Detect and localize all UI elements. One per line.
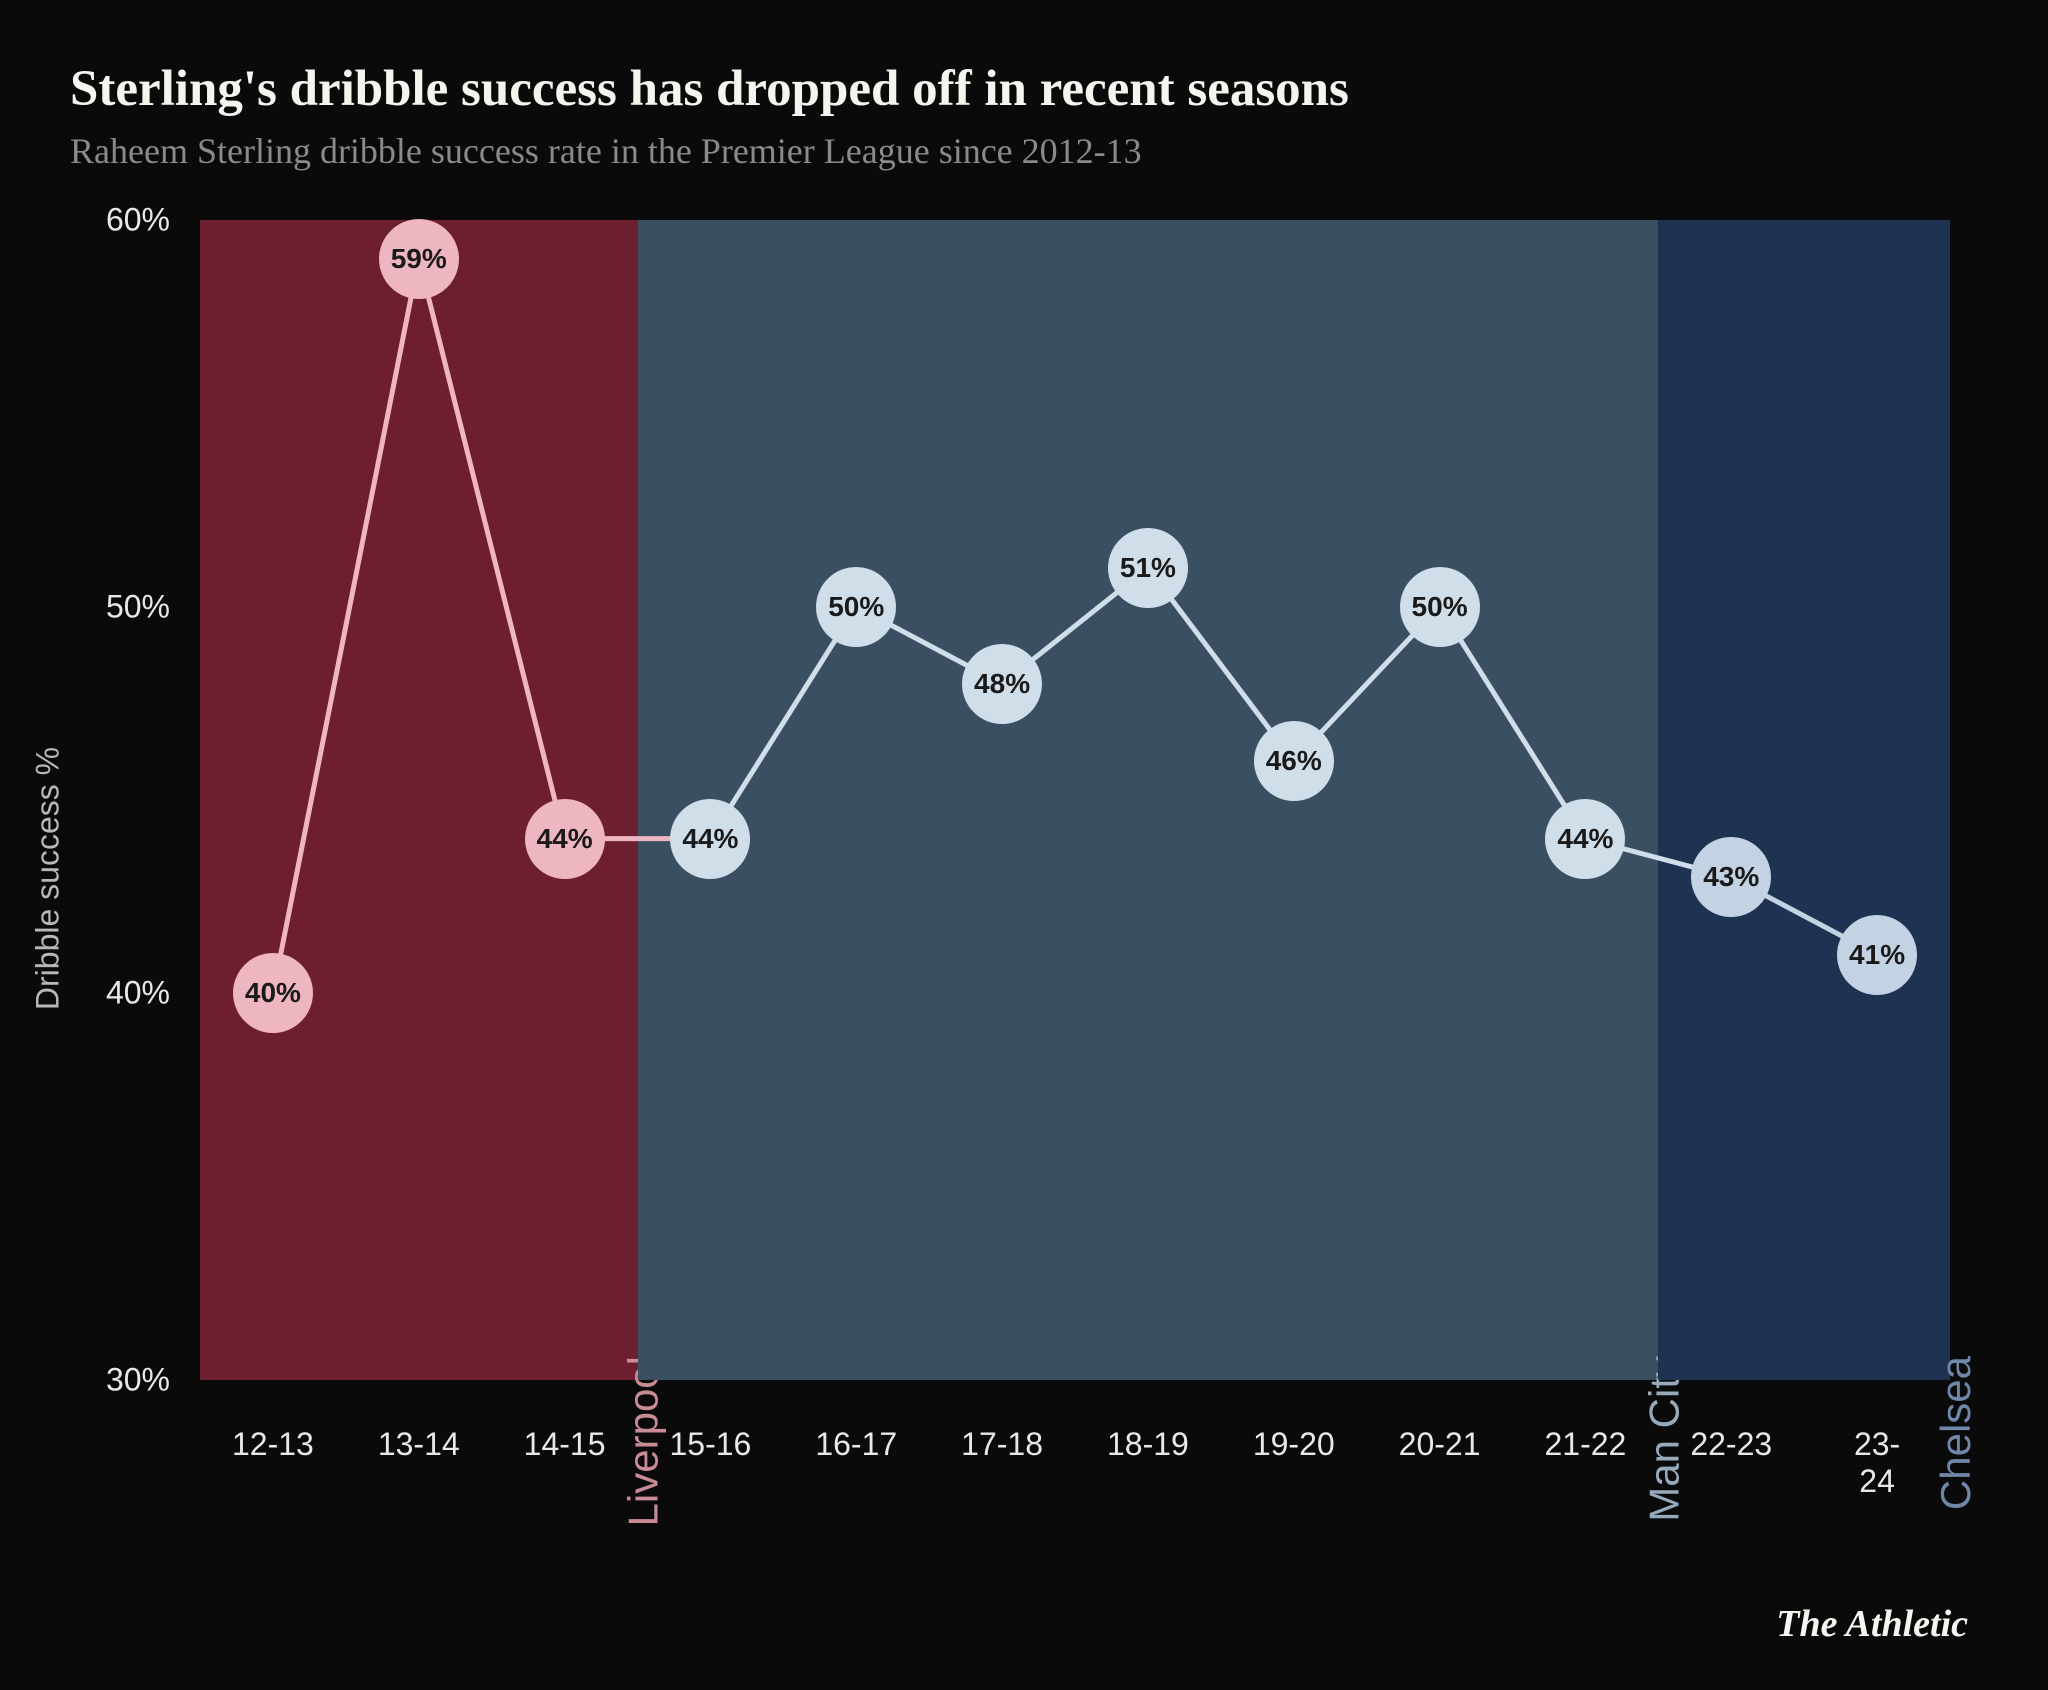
data-point: 48% (962, 644, 1042, 724)
era-label: Liverpool (620, 1356, 668, 1526)
data-point: 44% (670, 799, 750, 879)
data-point: 50% (1400, 567, 1480, 647)
x-tick: 20-21 (1399, 1426, 1481, 1463)
x-tick: 17-18 (961, 1426, 1043, 1463)
x-tick: 19-20 (1253, 1426, 1335, 1463)
data-point: 50% (816, 567, 896, 647)
source-credit: The Athletic (1776, 1602, 1968, 1646)
data-point: 46% (1254, 721, 1334, 801)
data-point: 51% (1108, 528, 1188, 608)
y-axis-label: Dribble success % (30, 747, 67, 1010)
data-point: 41% (1837, 915, 1917, 995)
data-point: 43% (1691, 837, 1771, 917)
line-series (200, 220, 1950, 1380)
plot-area: LiverpoolMan CityChelsea40%59%44%44%50%4… (200, 220, 1950, 1380)
y-tick: 60% (70, 202, 170, 239)
data-point: 44% (1545, 799, 1625, 879)
x-tick: 18-19 (1107, 1426, 1189, 1463)
data-point: 44% (525, 799, 605, 879)
chart-area: Dribble success % LiverpoolMan CityChels… (70, 220, 1950, 1500)
x-tick: 21-22 (1544, 1426, 1626, 1463)
y-tick: 50% (70, 588, 170, 625)
data-point: 59% (379, 219, 459, 299)
x-tick: 12-13 (232, 1426, 314, 1463)
x-tick: 13-14 (378, 1426, 460, 1463)
y-tick: 30% (70, 1362, 170, 1399)
chart-subtitle: Raheem Sterling dribble success rate in … (70, 130, 1978, 172)
x-tick: 22-23 (1690, 1426, 1772, 1463)
x-tick: 16-17 (815, 1426, 897, 1463)
y-tick: 40% (70, 975, 170, 1012)
x-tick: 23-24 (1841, 1426, 1914, 1500)
x-tick: 14-15 (524, 1426, 606, 1463)
chart-title: Sterling's dribble success has dropped o… (70, 60, 1978, 118)
data-point: 40% (233, 953, 313, 1033)
era-label: Man City (1640, 1356, 1688, 1522)
x-tick: 15-16 (669, 1426, 751, 1463)
